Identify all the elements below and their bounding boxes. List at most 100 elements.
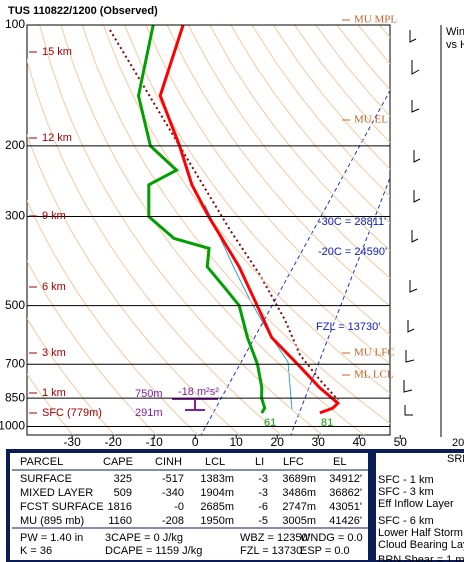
dry-adiabat: [27, 373, 74, 435]
table-cell: 3486m: [282, 487, 316, 499]
y-tick-label: 100: [5, 17, 25, 31]
table-cell: -5: [258, 515, 268, 527]
side-panel-text: Eff Inflow Layer: [378, 498, 454, 510]
side-panel-text: BRN Shear = 1 m²s²: [378, 554, 464, 562]
dry-adiabat: [27, 133, 240, 435]
side-panel-text: SFC - 1 km: [378, 474, 434, 486]
dry-adiabat: [166, 25, 390, 307]
level-label: -20C = 24590': [318, 246, 387, 258]
side-panel-text: Lower Half Storm: [378, 527, 463, 539]
y-tick-label: 200: [5, 138, 25, 152]
dry-adiabat: [27, 260, 157, 435]
x-tick-label: 0: [192, 435, 199, 449]
dry-adiabat: [187, 25, 390, 279]
hodograph-label: 20: [452, 437, 464, 449]
parcel-label: ML LCL: [354, 369, 394, 381]
table-cell: 1160: [108, 515, 132, 527]
height-label: 15 km: [42, 46, 72, 58]
wind-barbs: [403, 30, 421, 416]
parcel-label: MU MPL: [354, 14, 397, 26]
parcel-label: MU EL: [354, 114, 388, 126]
x-tick-label: 50: [394, 435, 408, 449]
x-tick-label: 40: [353, 435, 367, 449]
index-cell: ESP = 0.0: [300, 545, 350, 557]
table-cell: -6: [258, 501, 268, 513]
table-cell: 3005m: [282, 515, 316, 527]
dry-adiabat: [401, 25, 464, 435]
virtual-temp: [204, 204, 293, 411]
height-label: 9 km: [42, 210, 66, 222]
y-tick-label: 1000: [0, 419, 25, 433]
x-tick-label: -30: [63, 435, 81, 449]
x-tick-label: 30: [312, 435, 326, 449]
x-tick-label: 20: [271, 435, 285, 449]
table-cell: -0: [174, 501, 184, 513]
table-cell: 3689m: [282, 473, 316, 485]
height-label: 3 km: [42, 347, 66, 359]
hodograph-label: Wind: [446, 26, 464, 38]
x-tick-label: 10: [230, 435, 244, 449]
dry-adiabat: [81, 25, 390, 425]
table-header: CINH: [155, 456, 182, 468]
table-cell: 509: [114, 487, 132, 499]
table-cell: -340: [162, 487, 184, 499]
dry-adiabat: [209, 25, 390, 251]
dry-adiabat: [145, 25, 390, 336]
index-cell: WNDG = 0.0: [300, 532, 363, 544]
dry-adiabat: [124, 25, 390, 365]
srh-marker: [172, 398, 218, 411]
table-cell: 43051': [329, 501, 362, 513]
dry-adiabat: [422, 25, 464, 435]
parcel-label: MU LFC: [354, 347, 395, 359]
table-cell: 2685m: [200, 501, 234, 513]
level-label: -30C = 28811': [318, 216, 386, 228]
parcel-trace: [109, 29, 339, 401]
height-label: 6 km: [42, 281, 66, 293]
dry-adiabat: [27, 199, 199, 435]
plot-frame: [26, 24, 391, 436]
srh-label: 291m: [135, 407, 163, 419]
side-panel-text: SRH: [447, 453, 464, 465]
dewpoint-line: [136, 25, 267, 414]
srh-label: 750m: [135, 388, 163, 400]
height-label: 12 km: [42, 132, 72, 144]
table-cell: 1950m: [200, 515, 234, 527]
profiles: [136, 25, 341, 415]
side-panel-text: SFC - 6 km: [378, 515, 434, 527]
table-header: LFC: [283, 456, 304, 468]
srh-label: -18 m²s²: [178, 386, 219, 398]
dry-adiabat: [27, 58, 282, 435]
level-label: FZL = 13730': [316, 321, 380, 333]
background-lines: [27, 25, 464, 435]
table-cell: MU (895 mb): [20, 515, 84, 527]
table-cell: 1904m: [200, 487, 234, 499]
table-header: CAPE: [103, 456, 133, 468]
height-label: 1 km: [42, 387, 66, 399]
y-tick-label: 500: [5, 298, 25, 312]
dry-adiabat: [27, 317, 115, 435]
dry-adiabat: [251, 25, 390, 197]
y-tick-label: 700: [5, 356, 25, 370]
table-header: LCL: [205, 456, 225, 468]
index-cell: K = 36: [20, 545, 52, 557]
table-cell: 1816: [108, 501, 132, 513]
wet-bulb-label: 81: [321, 417, 333, 429]
table-cell: -3: [258, 473, 268, 485]
table-cell: 41426': [329, 515, 362, 527]
x-tick-label: -10: [145, 435, 163, 449]
table-cell: -517: [162, 473, 184, 485]
side-panel-text: SFC - 3 km: [378, 486, 434, 498]
table-header: LI: [255, 456, 264, 468]
table-cell: 34912': [329, 473, 362, 485]
wet-bulb-label: 61: [264, 417, 276, 429]
hodograph-label: vs H: [446, 39, 464, 51]
table-cell: -3: [258, 487, 268, 499]
dry-adiabat: [102, 25, 390, 394]
dry-adiabat: [39, 25, 323, 435]
side-panel: [372, 449, 464, 562]
index-cell: 3CAPE = 0 J/kg: [105, 532, 183, 544]
y-tick-label: 850: [5, 390, 25, 404]
table-cell: 2747m: [282, 501, 316, 513]
side-panel-text: Cloud Bearing Laye: [378, 539, 464, 551]
isotherm-dashed: [200, 89, 390, 435]
